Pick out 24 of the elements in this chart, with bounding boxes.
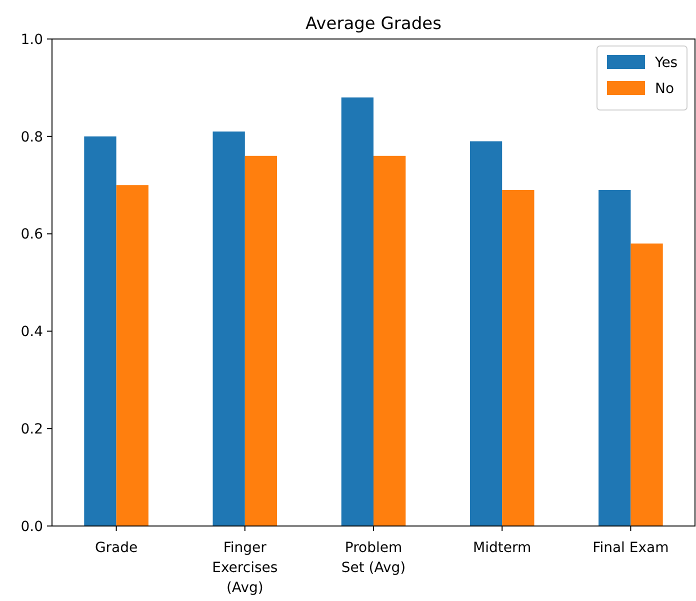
bar	[341, 97, 374, 526]
legend-label: Yes	[654, 54, 678, 71]
y-tick-label: 1.0	[20, 32, 43, 48]
legend-label: No	[655, 80, 674, 97]
y-tick-label: 0.6	[20, 226, 44, 243]
bar	[84, 136, 116, 526]
x-tick-label: Finger Exercises (Avg)	[212, 540, 278, 596]
y-tick-label: 0.0	[20, 518, 43, 535]
y-tick-label: 0.4	[20, 324, 44, 340]
bar	[598, 190, 631, 526]
bar	[212, 132, 245, 526]
x-tick-label: Midterm	[473, 540, 532, 556]
chart-title: Average Grades	[306, 14, 442, 34]
bar	[116, 185, 148, 526]
bar	[244, 156, 278, 526]
bar	[470, 141, 502, 526]
x-tick-label: Problem Set (Avg)	[341, 540, 406, 576]
bar	[630, 244, 663, 526]
bar	[374, 156, 406, 526]
bar	[502, 190, 534, 526]
y-tick-label: 0.8	[20, 129, 43, 146]
y-tick-label: 0.2	[20, 422, 43, 438]
x-tick-label: Final Exam	[592, 540, 669, 556]
x-tick-label: Grade	[94, 540, 138, 556]
